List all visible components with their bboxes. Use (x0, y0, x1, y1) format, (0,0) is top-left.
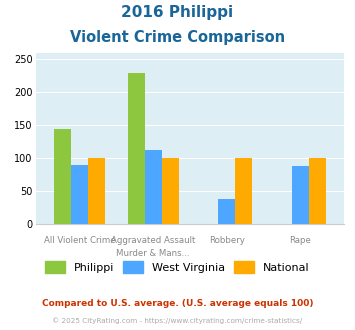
Bar (292, 166, 309, 224)
Bar (218, 199, 235, 224)
Text: Violent Crime Comparison: Violent Crime Comparison (70, 30, 285, 45)
Bar (162, 158, 179, 224)
Bar (71, 165, 88, 224)
Bar (88, 158, 105, 224)
Bar (235, 158, 252, 224)
Text: Compared to U.S. average. (U.S. average equals 100): Compared to U.S. average. (U.S. average … (42, 299, 313, 308)
Bar (54, 129, 71, 224)
Text: All Violent Crime: All Violent Crime (44, 236, 115, 245)
Text: © 2025 CityRating.com - https://www.cityrating.com/crime-statistics/: © 2025 CityRating.com - https://www.city… (53, 317, 302, 324)
Text: Rape: Rape (289, 236, 311, 245)
Legend: Philippi, West Virginia, National: Philippi, West Virginia, National (45, 261, 310, 273)
Bar (145, 150, 162, 224)
Text: Murder & Mans...: Murder & Mans... (116, 249, 190, 258)
Text: 2016 Philippi: 2016 Philippi (121, 5, 234, 20)
Text: Robbery: Robbery (209, 236, 245, 245)
Text: Aggravated Assault: Aggravated Assault (111, 236, 195, 245)
Bar (309, 158, 326, 224)
Bar (128, 73, 145, 224)
